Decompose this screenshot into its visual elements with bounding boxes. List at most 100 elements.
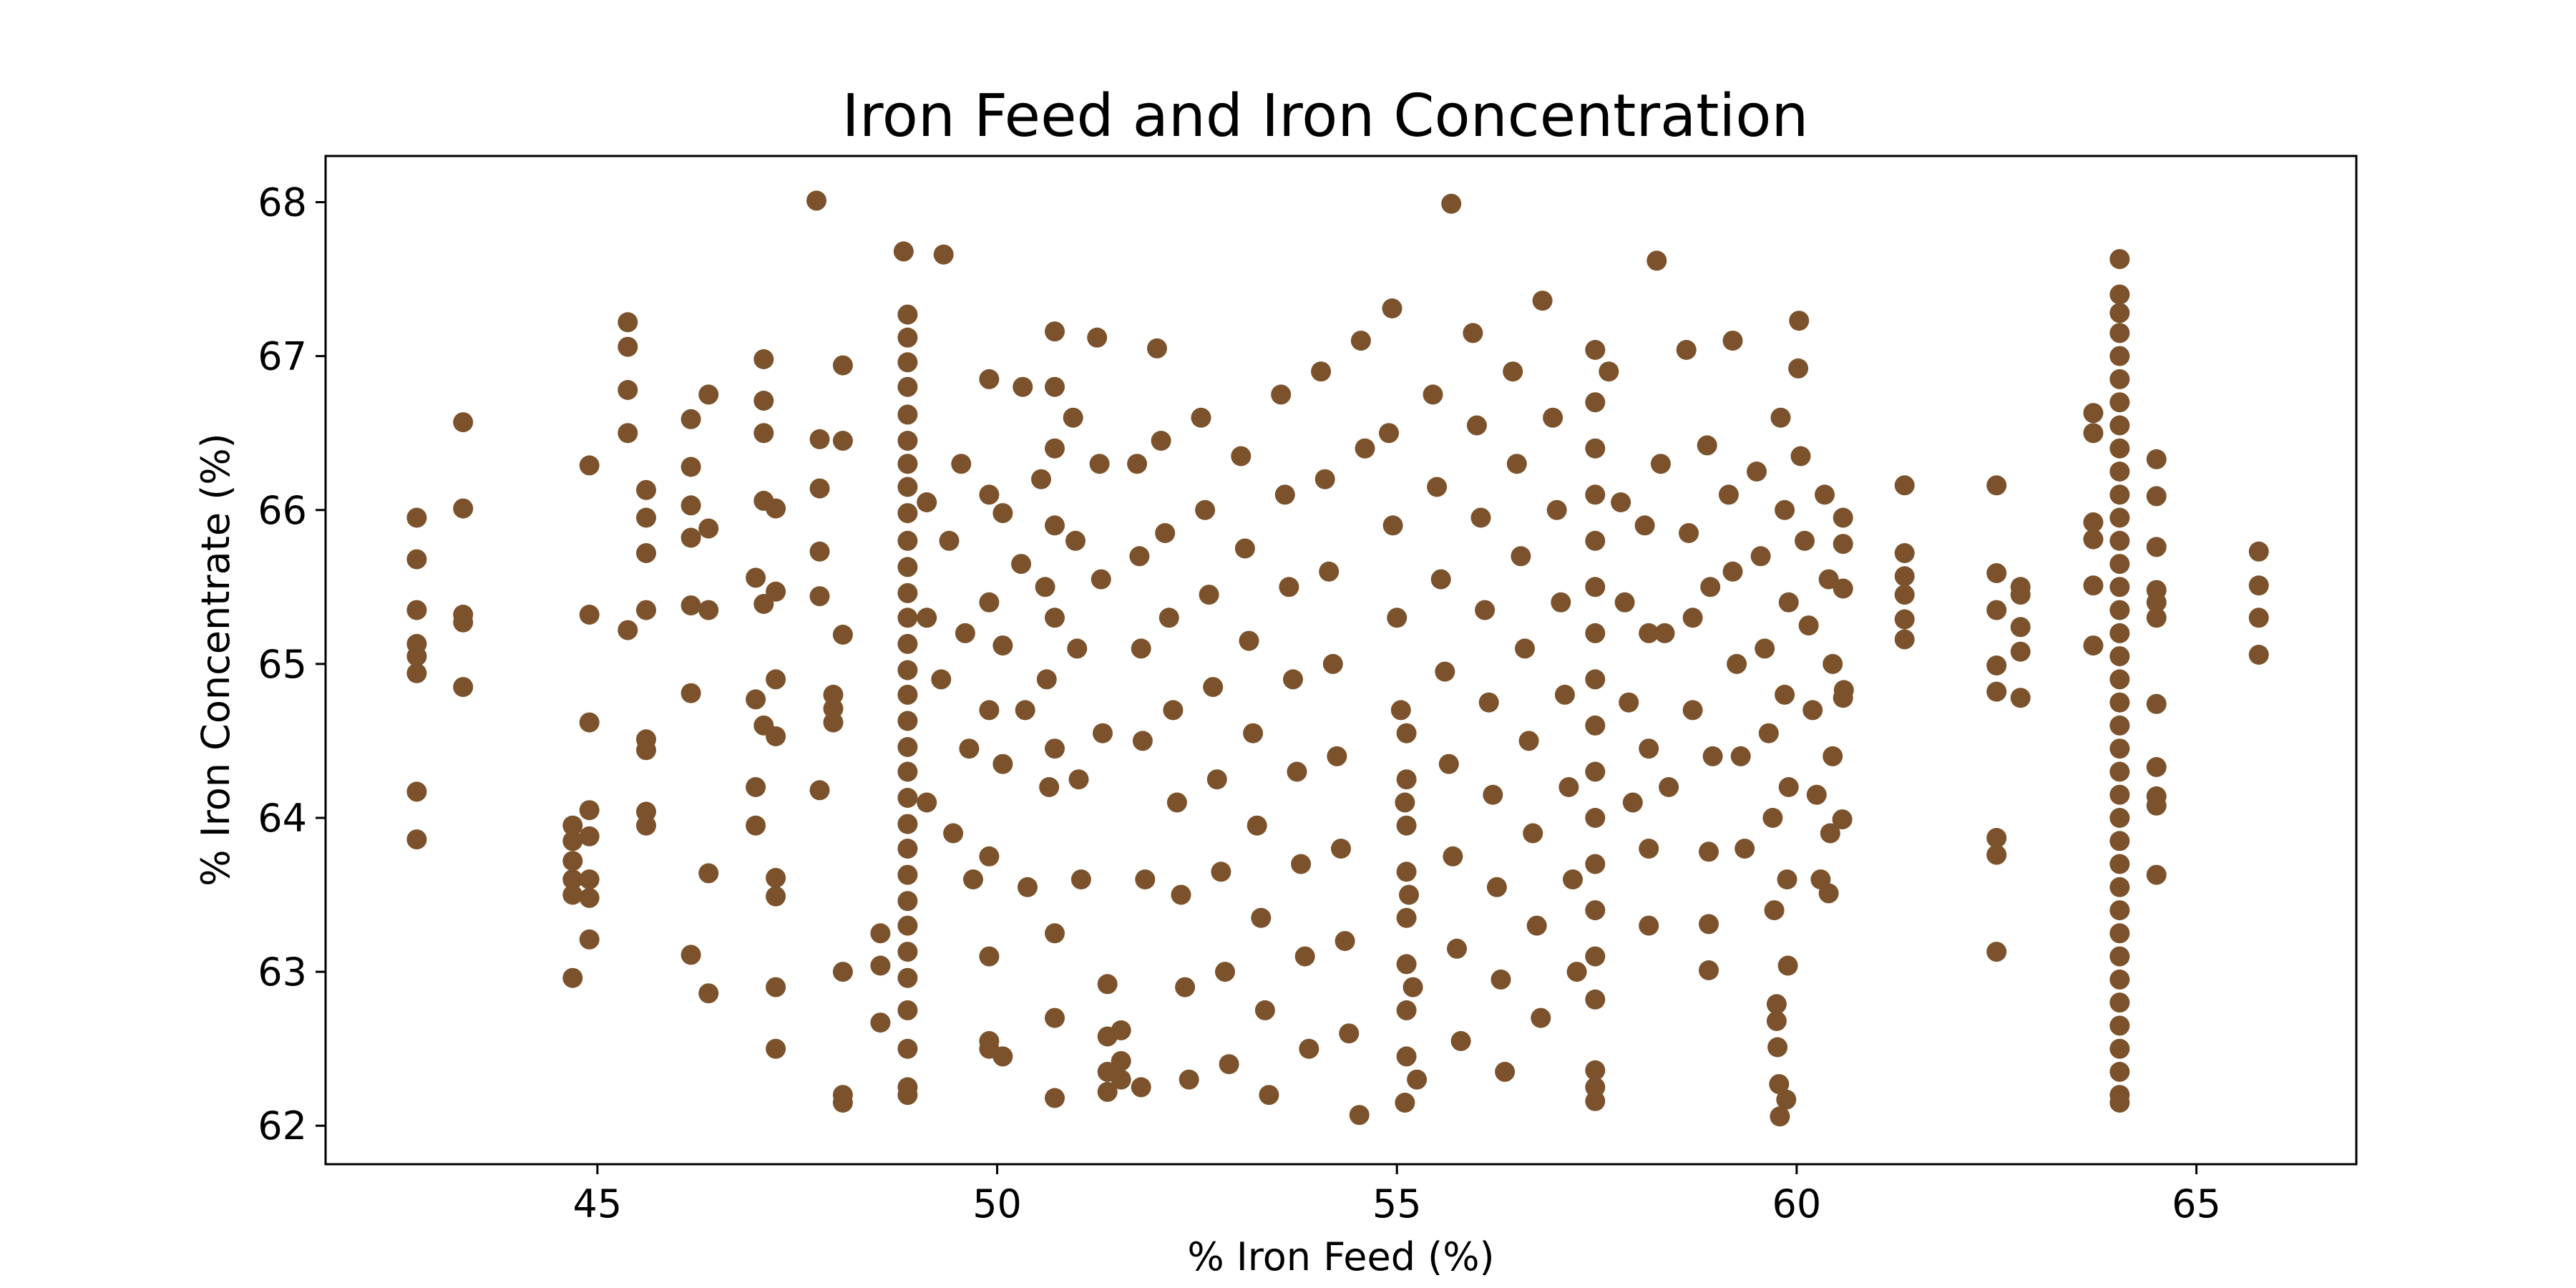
- data-point: [897, 327, 918, 348]
- data-point: [1639, 623, 1659, 643]
- data-point: [1215, 962, 1235, 982]
- data-point: [453, 612, 474, 633]
- data-point: [1702, 746, 1723, 766]
- data-point: [2109, 715, 2130, 736]
- data-point: [1311, 361, 1332, 382]
- data-point: [2109, 738, 2130, 759]
- data-point: [680, 683, 701, 703]
- data-point: [753, 349, 774, 369]
- data-point: [933, 244, 954, 265]
- data-point: [897, 1000, 918, 1020]
- data-point: [1833, 688, 1853, 708]
- data-point: [1435, 661, 1455, 682]
- data-point: [2109, 692, 2130, 713]
- data-point: [1585, 761, 1606, 782]
- data-point: [746, 689, 766, 710]
- data-point: [1503, 361, 1523, 382]
- data-point: [766, 669, 786, 690]
- data-point: [1585, 669, 1606, 690]
- data-point: [897, 530, 918, 551]
- data-point: [1447, 938, 1467, 959]
- data-point: [1639, 839, 1659, 859]
- y-tick-label: 68: [258, 180, 307, 225]
- data-point: [1339, 1023, 1360, 1044]
- data-point: [2109, 600, 2130, 620]
- data-point: [579, 887, 600, 908]
- data-point: [1355, 438, 1375, 459]
- data-point: [897, 1038, 918, 1059]
- data-point: [1039, 777, 1060, 797]
- y-axis: 62 63 64 65 66 67 68: [258, 180, 326, 1148]
- data-point: [897, 737, 918, 757]
- data-point: [897, 1085, 918, 1106]
- data-point: [1699, 960, 1719, 980]
- data-point: [1646, 250, 1667, 271]
- data-point: [2109, 784, 2130, 805]
- data-point: [897, 582, 918, 603]
- data-point: [562, 967, 583, 988]
- data-point: [832, 625, 853, 645]
- data-point: [1396, 1046, 1417, 1067]
- data-point: [1045, 608, 1065, 628]
- data-point: [1246, 815, 1267, 836]
- data-point: [1599, 361, 1619, 382]
- data-point: [746, 777, 766, 797]
- data-point: [1396, 954, 1417, 975]
- data-point: [959, 738, 980, 759]
- data-point: [1659, 777, 1679, 797]
- data-point: [979, 592, 1000, 613]
- data-point: [1526, 915, 1547, 936]
- data-point: [1151, 431, 1171, 451]
- data-point: [809, 429, 830, 449]
- data-point: [1769, 1074, 1790, 1095]
- data-point: [2109, 854, 2130, 874]
- data-point: [562, 851, 583, 872]
- data-point: [1390, 700, 1411, 721]
- data-point: [1585, 392, 1606, 413]
- data-point: [698, 983, 719, 1004]
- data-point: [1396, 769, 1417, 790]
- data-point: [766, 726, 786, 746]
- data-point: [1203, 677, 1224, 698]
- data-point: [753, 594, 774, 614]
- data-point: [955, 623, 975, 643]
- data-point: [1762, 808, 1783, 828]
- data-point: [2109, 946, 2130, 967]
- data-point: [2109, 284, 2130, 305]
- data-point: [636, 600, 656, 620]
- data-point: [2109, 323, 2130, 343]
- data-point: [1155, 523, 1176, 543]
- data-point: [897, 352, 918, 373]
- data-point: [2109, 392, 2130, 413]
- data-point: [1518, 731, 1539, 751]
- data-point: [406, 781, 427, 802]
- data-point: [618, 380, 638, 400]
- data-point: [680, 527, 701, 548]
- data-point: [579, 929, 600, 950]
- data-point: [406, 663, 427, 683]
- data-point: [2146, 537, 2167, 557]
- data-point: [1097, 974, 1118, 995]
- data-point: [1067, 638, 1088, 659]
- data-point: [1450, 1030, 1471, 1051]
- data-point: [2109, 415, 2130, 436]
- data-point: [1011, 554, 1032, 575]
- data-point: [1430, 569, 1451, 590]
- data-point: [1823, 653, 1843, 674]
- data-point: [2109, 877, 2130, 897]
- data-point: [992, 503, 1013, 524]
- data-point: [1045, 515, 1065, 536]
- data-point: [1438, 753, 1459, 774]
- data-point: [1747, 462, 1767, 482]
- data-point: [1506, 454, 1527, 474]
- data-point: [2010, 641, 2031, 662]
- data-point: [562, 815, 583, 836]
- data-point: [1093, 723, 1113, 743]
- data-point: [1585, 1091, 1606, 1111]
- data-point: [1558, 777, 1579, 797]
- data-point: [680, 945, 701, 965]
- data-point: [1483, 784, 1503, 805]
- data-point: [2146, 486, 2167, 507]
- data-point: [1045, 1088, 1065, 1108]
- data-point: [636, 815, 656, 836]
